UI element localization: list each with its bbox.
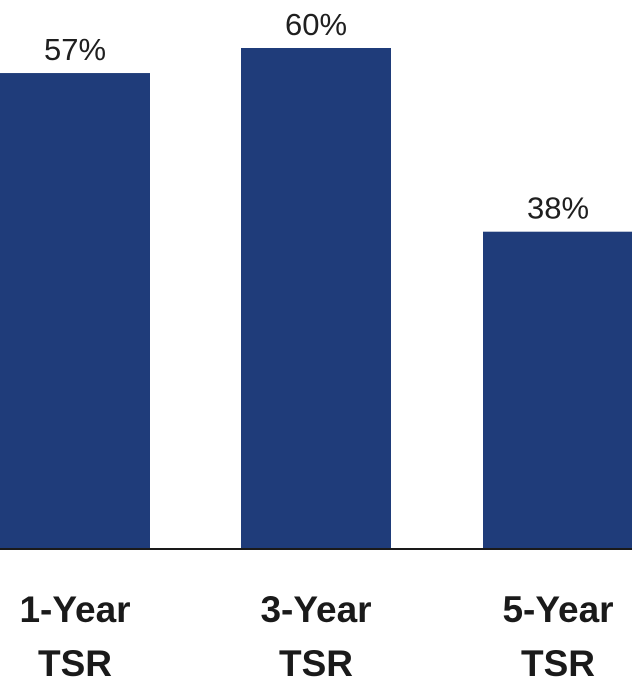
bars-group [0, 48, 632, 550]
bar-2 [241, 48, 391, 549]
bar-3 [483, 231, 632, 549]
category-label-1-line-1: 1-Year [19, 589, 130, 630]
value-labels-group: 57% 60% 38% [44, 7, 589, 226]
value-label-2: 60% [285, 7, 347, 42]
category-label-1-line-2: TSR [38, 643, 112, 684]
bar-1 [0, 73, 150, 550]
category-label-3-line-2: TSR [521, 643, 595, 684]
category-label-3-line-1: 5-Year [502, 589, 613, 630]
category-label-2-line-2: TSR [279, 643, 353, 684]
category-labels-group: 1-Year TSR 3-Year TSR 5-Year TSR [19, 589, 613, 684]
value-label-1: 57% [44, 32, 106, 67]
category-label-2-line-1: 3-Year [260, 589, 371, 630]
value-label-3: 38% [527, 191, 589, 226]
